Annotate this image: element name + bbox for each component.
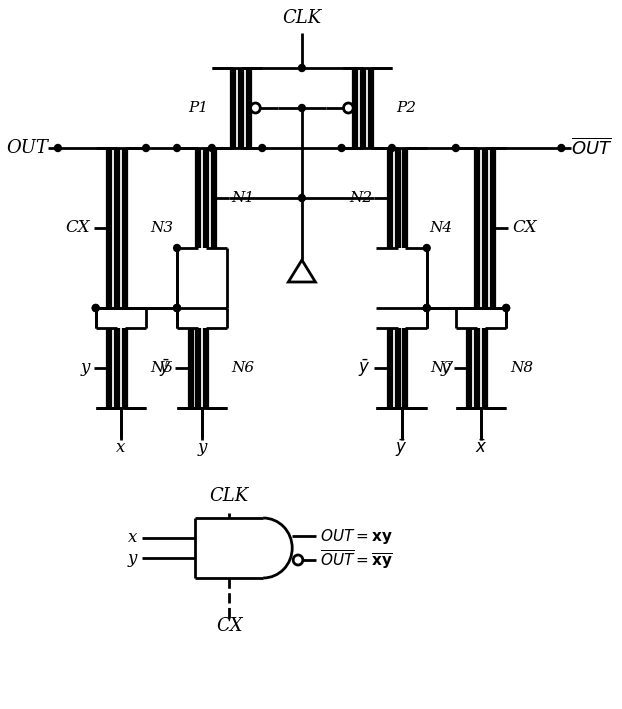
Circle shape: [92, 304, 99, 311]
Circle shape: [424, 304, 430, 311]
Circle shape: [92, 304, 99, 311]
Circle shape: [389, 145, 396, 152]
Text: N3: N3: [150, 221, 173, 235]
Text: $\bar{x}$: $\bar{x}$: [475, 440, 487, 457]
Text: N5: N5: [150, 361, 173, 375]
Circle shape: [174, 304, 180, 311]
Text: $OUT = \mathbf{xy}$: $OUT = \mathbf{xy}$: [320, 527, 393, 545]
Text: y: y: [128, 549, 137, 566]
Circle shape: [503, 304, 509, 311]
Circle shape: [424, 304, 430, 311]
Circle shape: [503, 304, 509, 311]
Circle shape: [259, 145, 266, 152]
Text: N1: N1: [231, 191, 254, 205]
Circle shape: [293, 555, 303, 565]
Text: $\bar{y}$: $\bar{y}$: [159, 357, 171, 379]
Circle shape: [174, 304, 180, 311]
Text: N4: N4: [429, 221, 452, 235]
Text: $\overline{OUT} = \overline{\mathbf{xy}}$: $\overline{OUT} = \overline{\mathbf{xy}}…: [320, 549, 393, 571]
Text: CLK: CLK: [210, 487, 249, 505]
Circle shape: [558, 145, 565, 152]
Text: x: x: [116, 440, 126, 457]
Circle shape: [142, 145, 149, 152]
Circle shape: [174, 304, 180, 311]
Text: N8: N8: [510, 361, 533, 375]
Text: CX: CX: [65, 220, 90, 237]
Text: $\overline{OUT}$: $\overline{OUT}$: [571, 138, 613, 158]
Text: CX: CX: [512, 220, 537, 237]
Circle shape: [174, 145, 180, 152]
Text: OUT: OUT: [6, 139, 49, 157]
Text: N2: N2: [350, 191, 373, 205]
Circle shape: [208, 145, 215, 152]
Circle shape: [174, 245, 180, 252]
Text: $\bar{y}$: $\bar{y}$: [358, 357, 371, 379]
Circle shape: [424, 304, 430, 311]
Text: CLK: CLK: [282, 9, 322, 27]
Text: y: y: [440, 359, 450, 376]
Circle shape: [343, 103, 353, 113]
Circle shape: [299, 104, 305, 111]
Circle shape: [452, 145, 459, 152]
Circle shape: [424, 245, 430, 252]
Circle shape: [299, 194, 305, 201]
Text: P2: P2: [396, 101, 415, 115]
Text: N7: N7: [430, 361, 454, 375]
Circle shape: [55, 145, 62, 152]
Text: CX: CX: [216, 617, 243, 635]
Circle shape: [299, 65, 305, 72]
Text: x: x: [128, 530, 137, 547]
Text: $\bar{y}$: $\bar{y}$: [396, 437, 408, 459]
Text: P1: P1: [188, 101, 208, 115]
Text: N6: N6: [231, 361, 254, 375]
Text: y: y: [198, 440, 207, 457]
Circle shape: [338, 145, 345, 152]
Text: y: y: [80, 359, 90, 376]
Circle shape: [251, 103, 260, 113]
